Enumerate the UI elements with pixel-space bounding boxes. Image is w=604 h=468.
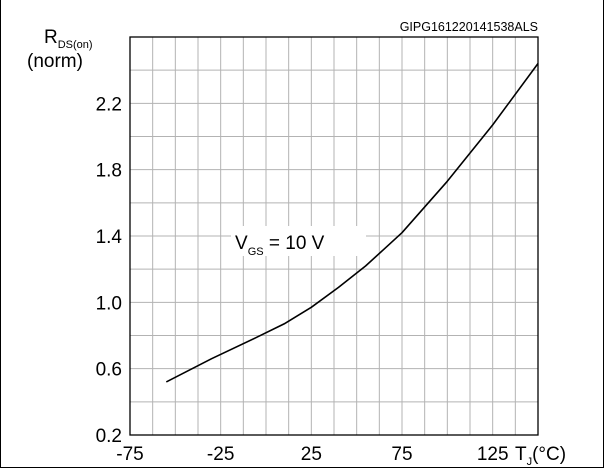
x-tick-label: 125 [477,444,509,465]
y-axis-label: RDS(on) [44,27,93,51]
vgs-annotation: VGS = 10 V [231,226,366,258]
x-axis-label: TJ(°C) [515,444,566,468]
y-tick-label: 2.2 [96,94,122,115]
grid [130,37,538,435]
svg-text:VGS = 10 V: VGS = 10 V [235,233,325,258]
series-line [165,63,539,383]
plot-area [129,36,539,436]
x-tick-label: 75 [391,444,412,465]
y-tick-label: 0.6 [96,360,122,381]
figure-identifier: GIPG161220141538ALS [400,20,538,34]
x-tick-label: 25 [301,444,322,465]
series-layer [165,63,539,383]
y-axis-unit: (norm) [27,51,83,72]
x-tick-label: -75 [116,444,143,465]
x-tick-label: -25 [207,444,234,465]
y-tick-label: 1.8 [96,161,122,182]
y-tick-label: 0.2 [96,426,122,447]
tick-labels: -75 -25 25 75 125 0.2 0.6 1.0 1.4 1.8 2.2 [96,94,509,465]
y-tick-label: 1.4 [96,227,123,248]
y-tick-label: 1.0 [96,293,122,314]
